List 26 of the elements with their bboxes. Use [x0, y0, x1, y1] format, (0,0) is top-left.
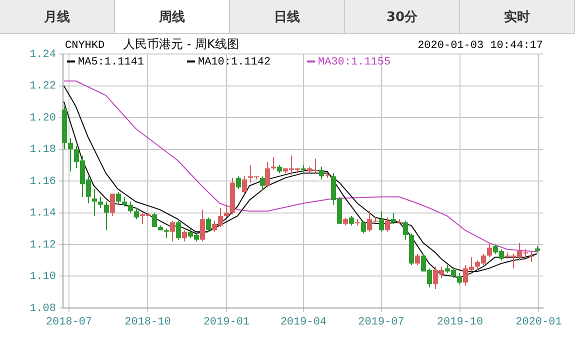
tab: 日线	[230, 0, 345, 33]
y-tick-label: 1.10	[30, 271, 56, 284]
legend-label: MA30:1.1155	[318, 56, 391, 68]
chart-subtitle: 人民币港元 - 周K线图	[123, 37, 239, 52]
legend-label: MA5:1.1141	[78, 56, 144, 68]
x-tick-label: 2018-10	[124, 316, 171, 329]
y-tick-label: 1.16	[30, 176, 56, 188]
tab: 30分	[345, 0, 460, 33]
y-tick-label: 1.14	[30, 208, 56, 220]
chart-title: CNYHKD	[65, 40, 106, 52]
text: 2020-01-03 10:44:17	[418, 40, 543, 52]
x-tick-label: 2018-07	[46, 316, 92, 329]
y-tick-label: 1.22	[30, 80, 56, 93]
x-tick-label: 2019-04	[280, 316, 327, 329]
x-tick-label: 2019-07	[358, 316, 404, 329]
y-tick-label: 1.24	[30, 48, 56, 61]
x-tick-label: 2020-01	[516, 316, 562, 329]
y-tick-label: 1.08	[30, 302, 56, 315]
y-tick-label: 1.18	[30, 144, 56, 156]
tab: 月线	[0, 0, 115, 33]
x-tick-label: 2019-10	[436, 316, 484, 329]
y-tick-label: 1.20	[30, 112, 56, 124]
x-tick-label: 2019-01	[203, 316, 250, 329]
tab: 实时	[460, 0, 575, 33]
y-tick-label: 1.12	[30, 239, 56, 252]
legend-label: MA10:1.1142	[198, 56, 271, 68]
